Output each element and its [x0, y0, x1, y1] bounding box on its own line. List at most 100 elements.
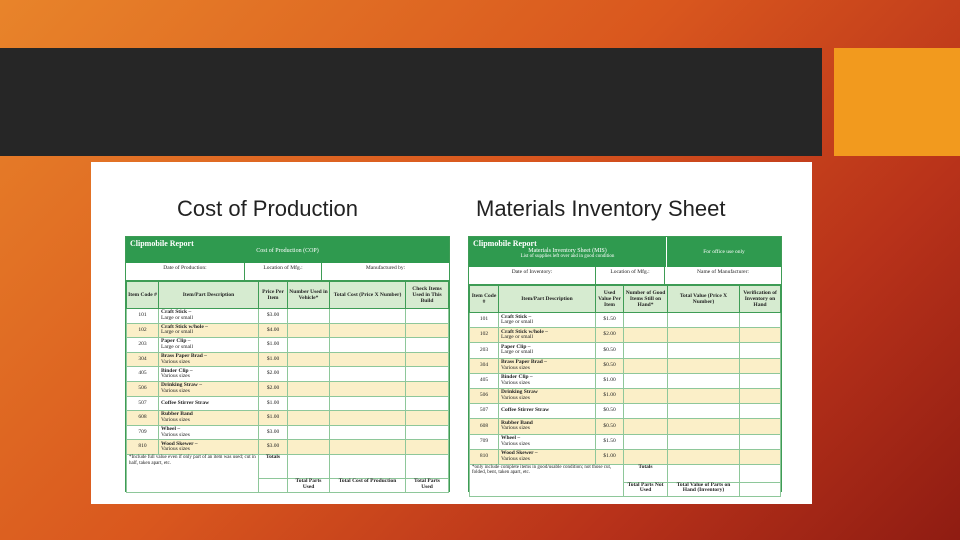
- check-cell[interactable]: [405, 439, 449, 455]
- total-cell[interactable]: [667, 327, 740, 344]
- number-cell[interactable]: [287, 424, 330, 441]
- number-cell[interactable]: [623, 372, 668, 389]
- number-cell[interactable]: [287, 439, 330, 455]
- check-cell[interactable]: [739, 357, 781, 374]
- item-description: Binder Clip – Various sizes: [158, 366, 259, 382]
- check-cell[interactable]: [739, 387, 781, 405]
- check-cell[interactable]: [405, 424, 449, 441]
- check-cell[interactable]: [405, 395, 449, 412]
- number-cell[interactable]: [287, 337, 330, 353]
- number-cell[interactable]: [287, 380, 330, 397]
- cop-foot-parts: Total Parts Used: [287, 477, 330, 493]
- item-code: 507: [469, 403, 499, 420]
- mis-info-row: Date of Inventory: Location of Mfg.: Nam…: [469, 267, 781, 285]
- item-description: Paper Clip – Large or small: [498, 342, 596, 359]
- number-cell[interactable]: [287, 395, 330, 412]
- title-bar: [0, 48, 822, 156]
- item-code: 608: [469, 418, 499, 435]
- total-cell[interactable]: [329, 308, 406, 324]
- check-cell[interactable]: [405, 337, 449, 353]
- cop-col-code: Item Code #: [126, 281, 159, 309]
- check-cell[interactable]: [739, 372, 781, 389]
- item-size: Large or small: [161, 343, 193, 350]
- cop-total-check-cell[interactable]: [405, 453, 449, 479]
- number-cell[interactable]: [623, 403, 668, 420]
- check-cell[interactable]: [739, 342, 781, 359]
- number-cell[interactable]: [623, 387, 668, 405]
- number-cell[interactable]: [623, 418, 668, 435]
- item-name: Craft Stick –: [161, 309, 192, 316]
- total-cell[interactable]: [329, 395, 406, 412]
- check-cell[interactable]: [739, 403, 781, 420]
- total-cell[interactable]: [667, 433, 740, 450]
- cop-footnote: *Include full value even if only part of…: [126, 453, 259, 493]
- cop-foot-blank: [258, 477, 288, 493]
- check-cell[interactable]: [739, 433, 781, 450]
- cop-total-cost-cell[interactable]: [329, 453, 406, 479]
- number-cell[interactable]: [623, 311, 668, 329]
- cop-col-total: Total Cost (Price X Number): [329, 281, 406, 309]
- check-cell[interactable]: [739, 327, 781, 344]
- total-cell[interactable]: [329, 380, 406, 397]
- number-cell[interactable]: [623, 448, 668, 465]
- total-cell[interactable]: [667, 387, 740, 405]
- number-cell[interactable]: [623, 342, 668, 359]
- total-cell[interactable]: [667, 372, 740, 389]
- cop-total-number-cell[interactable]: [287, 453, 330, 479]
- check-cell[interactable]: [739, 311, 781, 329]
- total-cell[interactable]: [667, 342, 740, 359]
- item-price: $2.00: [258, 380, 288, 397]
- item-code: 506: [126, 380, 159, 397]
- item-name: Craft Stick –: [501, 313, 532, 320]
- number-cell[interactable]: [287, 366, 330, 382]
- number-cell[interactable]: [623, 327, 668, 344]
- item-price: $3.00: [258, 439, 288, 455]
- check-cell[interactable]: [405, 380, 449, 397]
- total-cell[interactable]: [667, 448, 740, 465]
- item-code: 203: [126, 337, 159, 353]
- item-price: $1.50: [595, 311, 624, 329]
- number-cell[interactable]: [287, 351, 330, 368]
- check-cell[interactable]: [739, 448, 781, 465]
- check-cell[interactable]: [405, 366, 449, 382]
- item-price: $0.50: [595, 357, 624, 374]
- total-cell[interactable]: [329, 337, 406, 353]
- number-cell[interactable]: [623, 357, 668, 374]
- item-description: Craft Stick – Large or small: [498, 311, 596, 329]
- total-cell[interactable]: [667, 311, 740, 329]
- item-description: Coffee Stirrer Straw: [158, 395, 259, 412]
- item-price: $0.50: [595, 342, 624, 359]
- total-cell[interactable]: [329, 439, 406, 455]
- check-cell[interactable]: [739, 418, 781, 435]
- number-cell[interactable]: [287, 322, 330, 339]
- total-cell[interactable]: [329, 322, 406, 339]
- total-cell[interactable]: [329, 410, 406, 426]
- table-row: 709 Wheel – Various sizes $1.50: [469, 433, 781, 450]
- cop-foot-cost: Total Cost of Production: [329, 477, 406, 493]
- cop-form: Clipmobile Report Cost of Production (CO…: [125, 236, 450, 493]
- total-cell[interactable]: [329, 366, 406, 382]
- number-cell[interactable]: [287, 308, 330, 324]
- total-cell[interactable]: [667, 357, 740, 374]
- total-cell[interactable]: [667, 403, 740, 420]
- item-price: $1.00: [595, 372, 624, 389]
- check-cell[interactable]: [405, 308, 449, 324]
- number-cell[interactable]: [287, 410, 330, 426]
- check-cell[interactable]: [405, 351, 449, 368]
- item-size: Various sizes: [501, 395, 530, 402]
- item-name: Rubber Band: [161, 411, 193, 418]
- total-cell[interactable]: [667, 418, 740, 435]
- item-code: 709: [469, 433, 499, 450]
- total-cell[interactable]: [329, 351, 406, 368]
- check-cell[interactable]: [405, 410, 449, 426]
- item-price: $1.50: [595, 433, 624, 450]
- cop-location-label: Location of Mfg.:: [245, 263, 322, 280]
- check-cell[interactable]: [405, 322, 449, 339]
- mis-total-value-cell[interactable]: [667, 463, 740, 483]
- total-cell[interactable]: [329, 424, 406, 441]
- number-cell[interactable]: [623, 433, 668, 450]
- table-row: 203 Paper Clip – Large or small $1.00: [126, 337, 449, 353]
- mis-date-label: Date of Inventory:: [469, 267, 596, 284]
- mis-total-verify-cell[interactable]: [739, 463, 781, 483]
- item-size: Various sizes: [161, 373, 190, 380]
